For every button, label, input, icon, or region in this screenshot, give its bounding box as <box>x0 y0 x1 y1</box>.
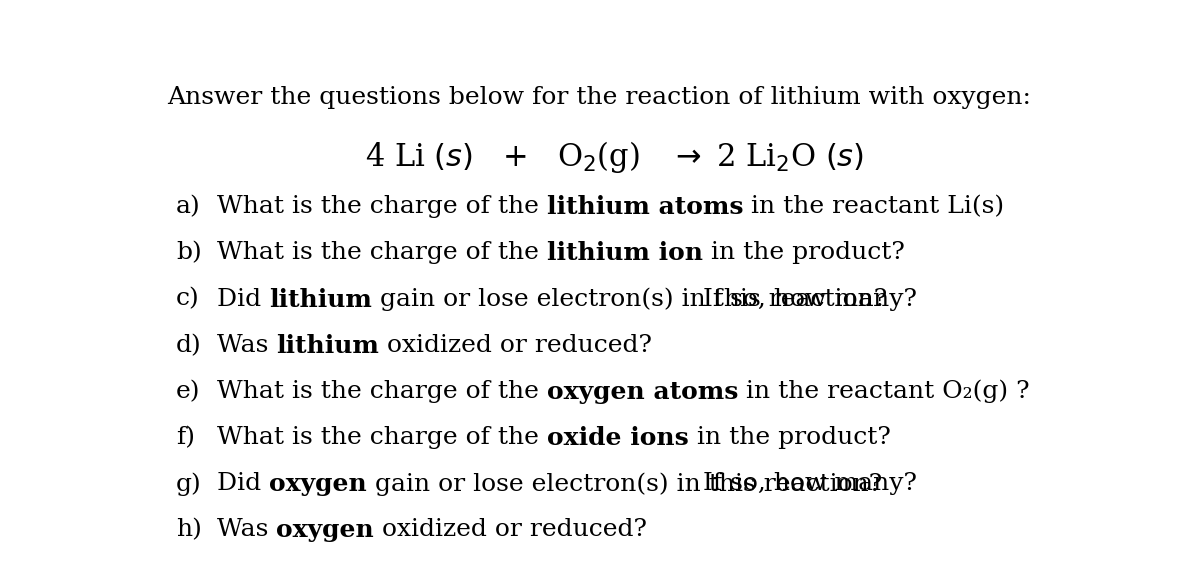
Text: lithium: lithium <box>276 334 379 358</box>
Text: 4 Li $(s)$   +   O$_2$(g)   $\rightarrow$ 2 Li$_2$O $(s)$: 4 Li $(s)$ + O$_2$(g) $\rightarrow$ 2 Li… <box>366 139 864 175</box>
Text: Did: Did <box>217 288 269 311</box>
Text: If so, how many?: If so, how many? <box>703 472 917 495</box>
Text: lithium ion: lithium ion <box>547 242 703 265</box>
Text: g): g) <box>176 472 202 496</box>
Text: b): b) <box>176 242 202 264</box>
Text: in the reactant Li(s): in the reactant Li(s) <box>743 196 1004 218</box>
Text: oxidized or reduced?: oxidized or reduced? <box>374 519 647 541</box>
Text: oxygen: oxygen <box>276 519 374 542</box>
Text: Was: Was <box>217 334 276 357</box>
Text: What is the charge of the: What is the charge of the <box>217 426 547 449</box>
Text: e): e) <box>176 380 200 403</box>
Text: h): h) <box>176 519 202 541</box>
Text: What is the charge of the: What is the charge of the <box>217 196 547 218</box>
Text: What is the charge of the: What is the charge of the <box>217 242 547 264</box>
Text: gain or lose electron(s) in this reaction?: gain or lose electron(s) in this reactio… <box>367 472 882 496</box>
Text: in the product?: in the product? <box>689 426 890 449</box>
Text: lithium: lithium <box>269 288 372 311</box>
Text: What is the charge of the: What is the charge of the <box>217 380 547 403</box>
Text: d): d) <box>176 334 202 357</box>
Text: in the reactant O₂(g) ?: in the reactant O₂(g) ? <box>738 380 1030 403</box>
Text: in the product?: in the product? <box>703 242 905 264</box>
Text: lithium atoms: lithium atoms <box>547 196 743 219</box>
Text: f): f) <box>176 426 196 449</box>
Text: a): a) <box>176 196 200 218</box>
Text: oxidized or reduced?: oxidized or reduced? <box>379 334 653 357</box>
Text: oxide ions: oxide ions <box>547 426 689 450</box>
Text: c): c) <box>176 288 199 311</box>
Text: Answer the questions below for the reaction of lithium with oxygen:: Answer the questions below for the react… <box>167 86 1031 108</box>
Text: Did: Did <box>217 472 269 495</box>
Text: oxygen atoms: oxygen atoms <box>547 380 738 404</box>
Text: If so, how many?: If so, how many? <box>703 288 917 311</box>
Text: oxygen: oxygen <box>269 472 367 496</box>
Text: Was: Was <box>217 519 276 541</box>
Text: gain or lose electron(s) in this reaction?: gain or lose electron(s) in this reactio… <box>372 288 887 311</box>
